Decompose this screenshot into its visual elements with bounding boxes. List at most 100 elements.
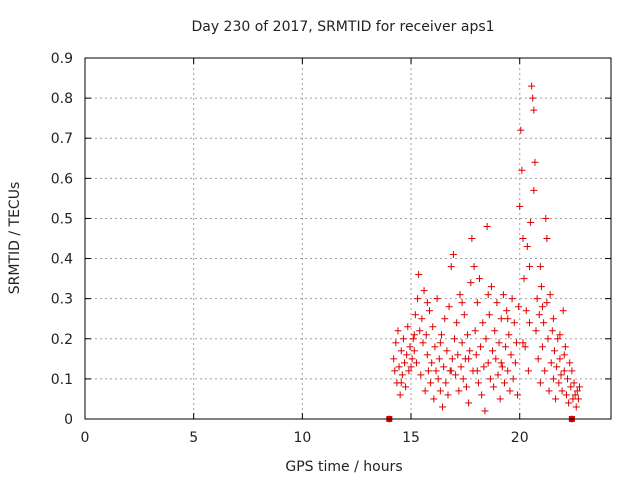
data-point bbox=[500, 379, 508, 387]
data-point bbox=[482, 335, 490, 343]
data-point bbox=[527, 218, 535, 226]
data-point bbox=[447, 263, 455, 271]
data-point bbox=[415, 271, 423, 279]
data-point bbox=[498, 363, 506, 371]
data-point bbox=[494, 371, 502, 379]
data-point bbox=[410, 347, 418, 355]
data-point bbox=[514, 391, 522, 399]
data-point bbox=[489, 347, 497, 355]
data-point bbox=[414, 295, 422, 303]
data-point bbox=[458, 339, 466, 347]
data-point bbox=[560, 351, 568, 359]
data-point bbox=[495, 339, 503, 347]
data-point bbox=[529, 94, 537, 102]
data-point bbox=[403, 351, 411, 359]
data-point bbox=[404, 323, 412, 331]
data-point bbox=[447, 367, 455, 375]
data-point bbox=[473, 299, 481, 307]
data-point bbox=[566, 359, 574, 367]
data-point bbox=[480, 363, 488, 371]
data-point bbox=[457, 363, 465, 371]
data-point bbox=[562, 391, 570, 399]
data-point bbox=[485, 311, 493, 319]
data-points bbox=[385, 82, 583, 423]
data-point bbox=[430, 395, 438, 403]
data-point bbox=[443, 347, 451, 355]
data-point bbox=[395, 363, 403, 371]
data-point bbox=[574, 395, 582, 403]
data-point bbox=[507, 351, 515, 359]
data-point bbox=[561, 343, 569, 351]
data-point bbox=[536, 263, 544, 271]
data-point bbox=[572, 403, 580, 411]
data-point bbox=[472, 351, 480, 359]
y-tick-label: 0.7 bbox=[51, 131, 73, 147]
data-point bbox=[499, 291, 507, 299]
data-point bbox=[440, 363, 448, 371]
data-point bbox=[459, 375, 467, 383]
data-point bbox=[560, 367, 568, 375]
data-point bbox=[426, 307, 434, 315]
data-point bbox=[397, 347, 405, 355]
data-point bbox=[478, 391, 486, 399]
data-point bbox=[451, 335, 459, 343]
data-point bbox=[409, 335, 417, 343]
data-point bbox=[502, 343, 510, 351]
data-point bbox=[465, 355, 473, 363]
data-point bbox=[396, 391, 404, 399]
data-point bbox=[552, 395, 560, 403]
x-tick-label: 10 bbox=[293, 430, 311, 446]
data-point bbox=[575, 383, 583, 391]
data-point bbox=[528, 82, 536, 90]
data-point bbox=[398, 371, 406, 379]
data-point bbox=[525, 319, 533, 327]
data-point bbox=[431, 343, 439, 351]
data-point bbox=[535, 311, 543, 319]
y-tick-label: 0.9 bbox=[51, 51, 73, 67]
data-point bbox=[432, 367, 440, 375]
data-point bbox=[460, 311, 468, 319]
data-point bbox=[449, 251, 457, 259]
data-point bbox=[543, 235, 551, 242]
data-point bbox=[436, 387, 444, 395]
data-point bbox=[401, 359, 409, 367]
data-point bbox=[509, 375, 517, 383]
y-tick-labels: 0 0.1 0.2 0.3 0.4 0.5 0.6 0.7 0.8 0.9 bbox=[51, 51, 73, 428]
x-axis-label: GPS time / hours bbox=[285, 459, 402, 475]
data-point bbox=[490, 383, 498, 391]
data-point bbox=[510, 319, 518, 327]
data-point bbox=[444, 391, 452, 399]
data-point bbox=[523, 243, 531, 251]
y-tick-label: 0 bbox=[64, 412, 73, 428]
data-point bbox=[542, 214, 550, 222]
data-point bbox=[555, 379, 563, 387]
data-point bbox=[556, 355, 564, 363]
data-point bbox=[410, 331, 418, 339]
x-tick-label: 0 bbox=[81, 430, 90, 446]
data-point bbox=[417, 371, 425, 379]
data-point bbox=[520, 275, 528, 283]
y-tick-label: 0.3 bbox=[51, 292, 73, 308]
data-point bbox=[539, 343, 547, 351]
data-point bbox=[416, 327, 424, 335]
data-point bbox=[464, 331, 472, 339]
x-tick-label: 20 bbox=[511, 430, 529, 446]
data-point bbox=[455, 387, 463, 395]
data-point bbox=[418, 315, 426, 323]
data-point bbox=[458, 299, 466, 307]
y-axis-label: SRMTID / TECUs bbox=[7, 182, 23, 295]
data-point bbox=[571, 391, 579, 399]
data-point bbox=[522, 307, 530, 315]
data-point bbox=[421, 387, 429, 395]
data-point bbox=[433, 295, 441, 303]
data-point bbox=[391, 367, 399, 375]
data-point bbox=[424, 367, 432, 375]
data-point bbox=[540, 319, 548, 327]
data-point bbox=[407, 363, 415, 371]
data-point bbox=[420, 287, 428, 295]
data-point bbox=[397, 379, 405, 387]
data-point bbox=[405, 367, 413, 375]
chart-title: Day 230 of 2017, SRMTID for receiver aps… bbox=[191, 19, 494, 35]
data-point bbox=[484, 359, 492, 367]
